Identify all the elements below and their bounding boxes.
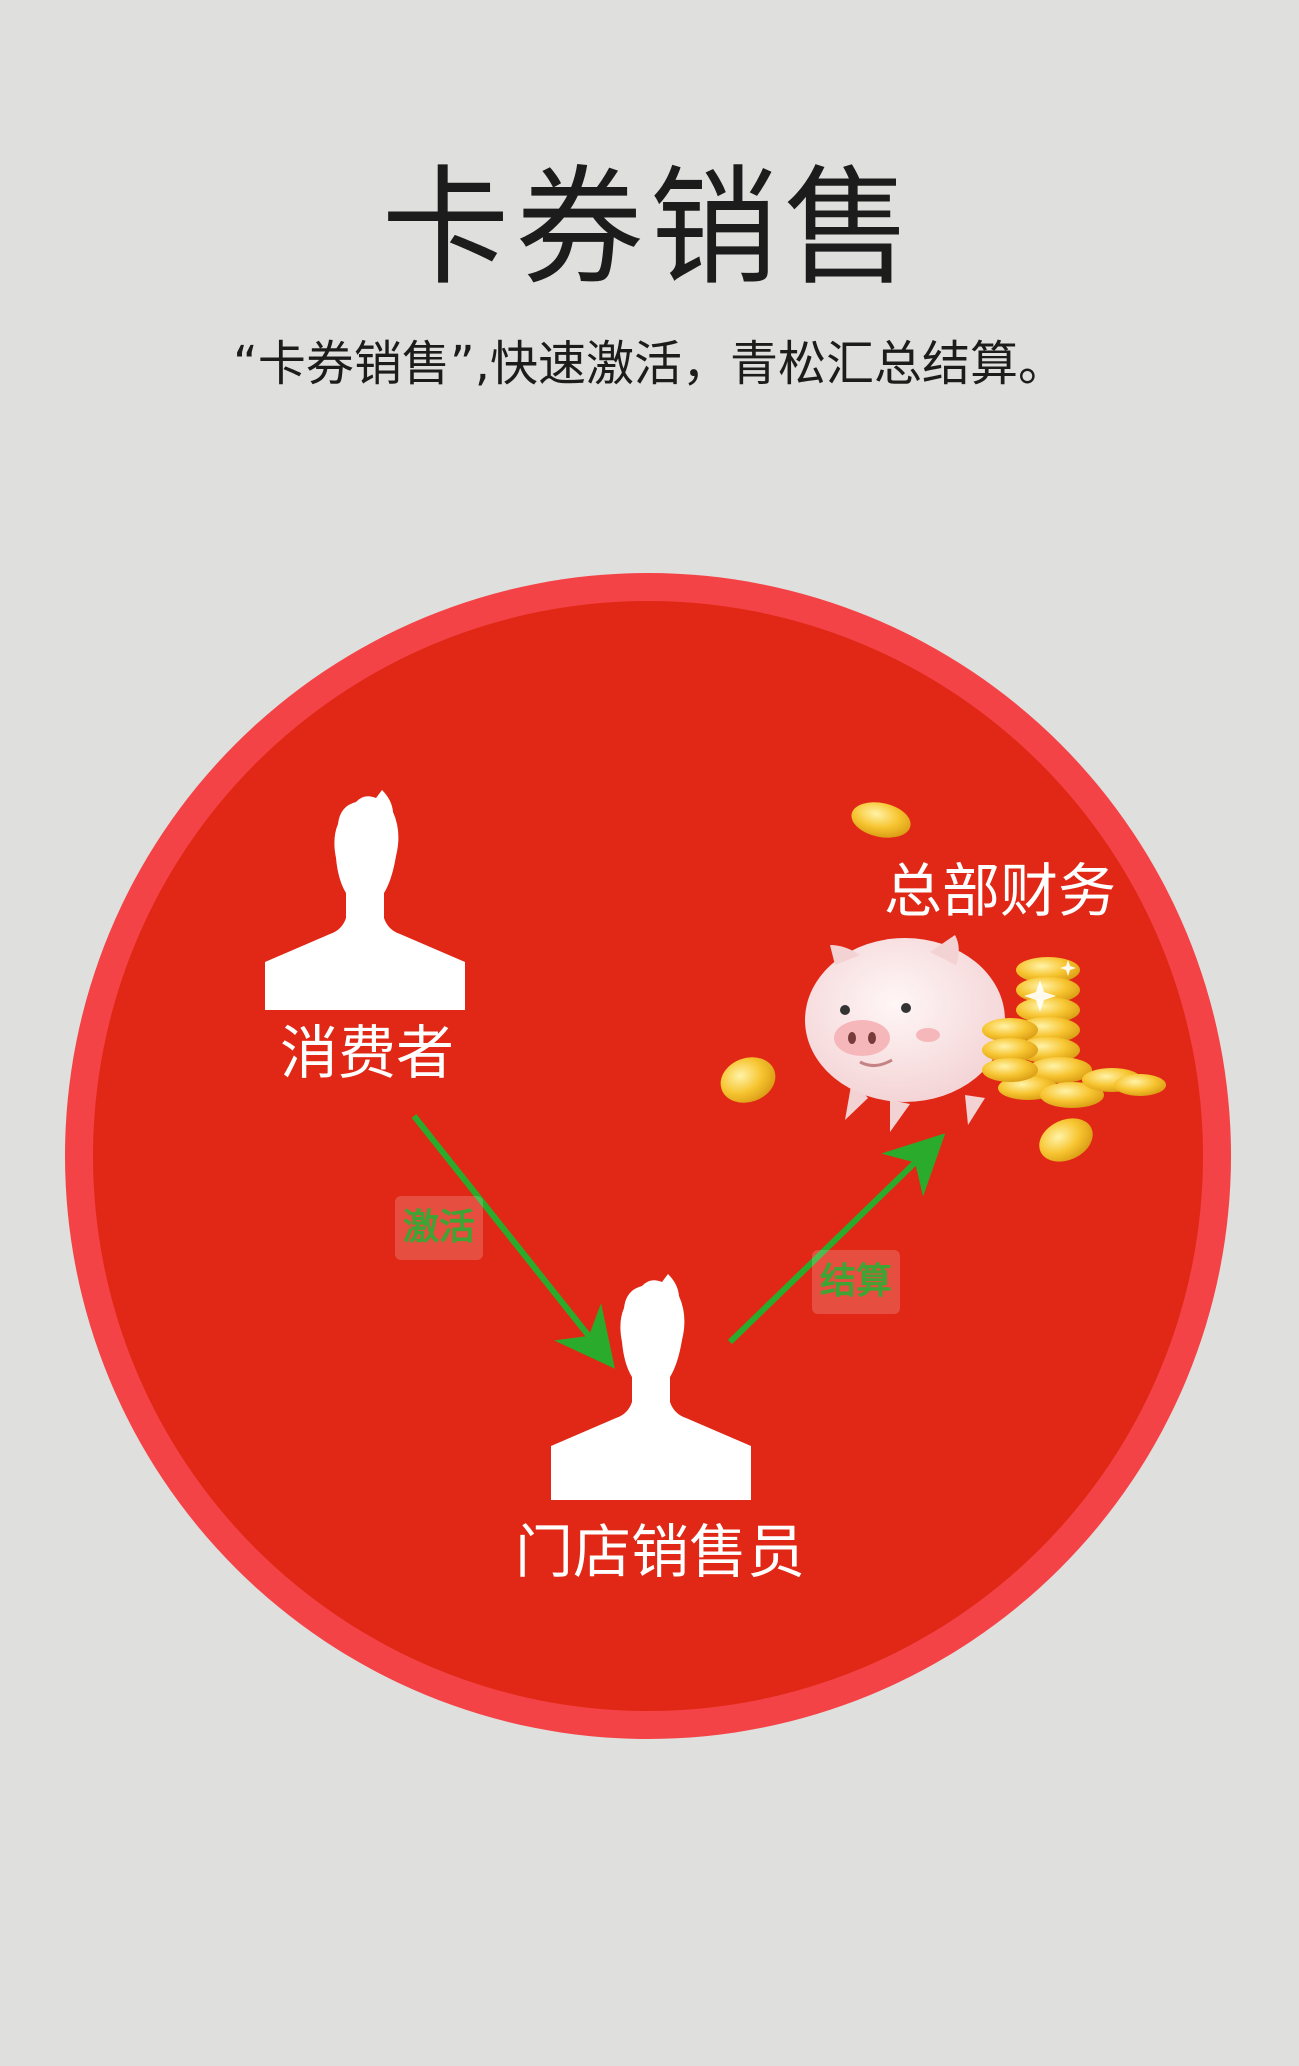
edge-label-activate: 激活 bbox=[395, 1196, 483, 1260]
page-title: 卡券销售 bbox=[381, 154, 918, 303]
piggy-bank-coins-icon bbox=[720, 802, 1166, 1162]
node-label-store-clerk: 门店销售员 bbox=[514, 1518, 805, 1586]
page-subtitle: “卡券销售”,快速激活，青松汇总结算。 bbox=[233, 336, 1066, 392]
node-label-consumer: 消费者 bbox=[279, 1019, 454, 1087]
person-icon-consumer bbox=[265, 790, 465, 1010]
arrow-settle bbox=[727, 1133, 946, 1345]
person-icon-store-clerk bbox=[551, 1274, 751, 1500]
edge-label-settle: 结算 bbox=[812, 1250, 900, 1314]
circle-background bbox=[93, 601, 1203, 1711]
node-label-hq-finance: 总部财务 bbox=[883, 857, 1116, 925]
arrow-activate bbox=[411, 1114, 615, 1369]
